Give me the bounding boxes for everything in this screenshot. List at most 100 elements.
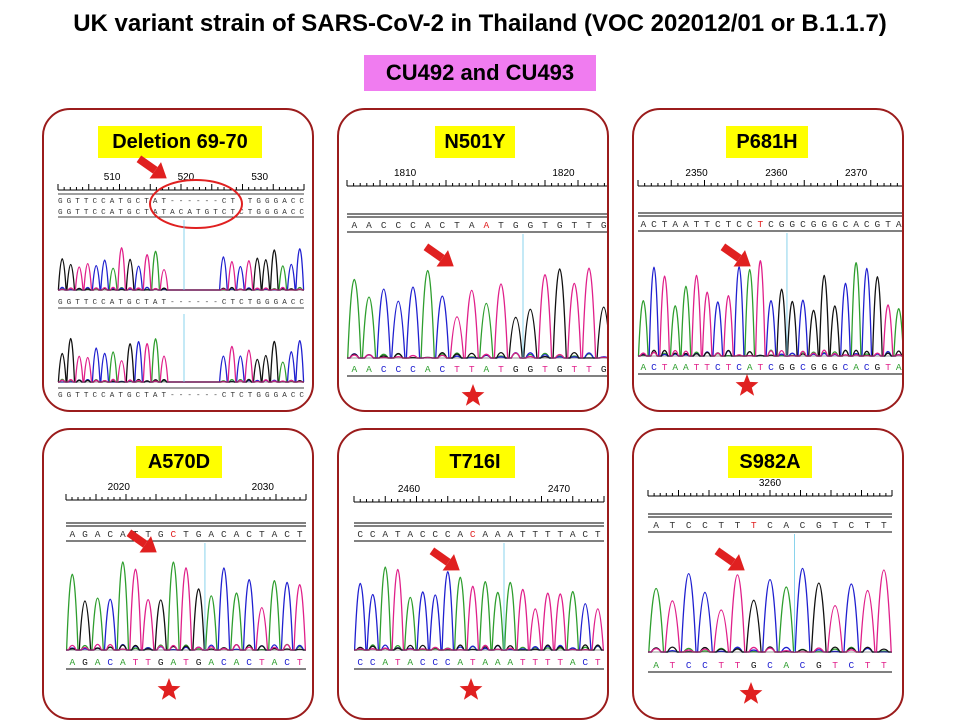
reference-seq-base: C — [221, 529, 227, 540]
reference-seq-base: A — [783, 520, 789, 531]
chromatogram-deletion-69-70: 510 520 530 GGTTCCATGCTAT------CT TGGGACC GG… — [57, 155, 305, 400]
reference-seq-base: C — [864, 219, 870, 230]
panel-label: S982A — [728, 446, 812, 478]
reference-seq-base: G — [557, 220, 563, 231]
reference-seq-base: C — [432, 529, 438, 540]
reference-seq-base: T — [595, 529, 601, 540]
read-seq-base: T — [735, 660, 741, 671]
sample-ids-badge: CU492 and CU493 — [364, 55, 596, 91]
read-seq-base: T — [865, 660, 871, 671]
read-seq-base: A — [640, 362, 646, 373]
panel-s982a: S982A 3260 A T C C T T T C A C G T C T T A T C C T T G C A C G T C T T — [632, 428, 904, 720]
reference-seq-base: C — [284, 529, 290, 540]
trace-c — [638, 266, 902, 357]
reference-seq-base: G — [527, 220, 533, 231]
read-seq-base: T — [718, 660, 724, 671]
reference-seq-base: C — [470, 529, 476, 540]
page-title: UK variant strain of SARS-CoV-2 in Thail… — [73, 10, 887, 37]
read-seq-base: G — [821, 362, 827, 373]
reference-seq-base: C — [395, 220, 401, 231]
reference-seq-base: T — [694, 219, 700, 230]
reference-seq-base: G — [821, 219, 827, 230]
reference-seq-base: G — [196, 529, 202, 540]
read-seq-base: A — [69, 657, 75, 668]
star-icon — [739, 682, 763, 704]
read-seq-base: T — [259, 657, 265, 668]
reference-seq-base: A — [482, 529, 488, 540]
read-seq-base: G — [82, 657, 88, 668]
read-seq-base: C — [702, 660, 708, 671]
arrow-icon — [126, 529, 157, 553]
reference-seq-base: C — [747, 219, 753, 230]
read-seq-base: T — [571, 364, 577, 375]
reference-seq-base: T — [145, 529, 151, 540]
reference-seq-base: T — [520, 529, 526, 540]
reference-seq-base: A — [95, 529, 101, 540]
read-seq-base: A — [495, 657, 501, 668]
panel-n501y: N501Y 1810 1820 A A C C C A C T A A T G G T G T T G A A C C C A C T… — [337, 108, 609, 412]
reference-seq-base: A — [234, 529, 240, 540]
read-seq-base: C — [284, 657, 290, 668]
trace-g — [57, 338, 304, 383]
read-seq-base: C — [246, 657, 252, 668]
star-icon — [157, 678, 181, 700]
panel-p681h: P681H 2350 2360 2370 A C T A A T T C T C C T C G G C G G G C A C… — [632, 108, 904, 412]
arrow-icon — [720, 243, 751, 267]
reference-seq-base: T — [532, 529, 538, 540]
reference-seq-base: T — [259, 529, 265, 540]
ruler-label: 3260 — [759, 478, 782, 489]
panel-label: A570D — [136, 446, 222, 478]
trace-c — [353, 571, 604, 651]
arrow-icon — [136, 155, 167, 179]
read-seq-base: G — [196, 657, 202, 668]
reference-seq-base: G — [779, 219, 785, 230]
trace-a — [354, 566, 604, 651]
reference-seq-base: T — [832, 520, 838, 531]
reference-seq-base: T — [454, 220, 460, 231]
read-seq-base: G — [779, 362, 785, 373]
read-seq-base: C — [221, 657, 227, 668]
reference-seq-base: T — [885, 219, 891, 230]
reference-seq-base: G — [789, 219, 795, 230]
reference-seq-base: C — [651, 219, 657, 230]
reference-seq-base: A — [507, 529, 513, 540]
read-seq-base: A — [425, 364, 431, 375]
reference-seq-base: C — [715, 219, 721, 230]
reference-seq-base: T — [571, 220, 577, 231]
read-seq-base: C — [357, 657, 363, 668]
ruler-label: 2030 — [252, 482, 275, 493]
ruler-label: 2020 — [108, 482, 131, 493]
reference-seq-base: T — [297, 529, 303, 540]
read-seq-base: C — [768, 362, 774, 373]
read-seq-base: G — [875, 362, 881, 373]
read-seq-base: T — [470, 657, 476, 668]
read-seq-base: T — [542, 364, 548, 375]
read-seq-base: A — [482, 657, 488, 668]
reference-seq-base: T — [545, 529, 551, 540]
trace-t — [354, 569, 605, 651]
reference-seq-base: G — [811, 219, 817, 230]
reference-seq-base: C — [171, 529, 177, 540]
reference-seq-base: A — [407, 529, 413, 540]
arrow-icon — [429, 547, 460, 571]
ruler-label: 1810 — [394, 168, 417, 179]
reference-seq-base: A — [653, 520, 659, 531]
read-seq-base: C — [107, 657, 113, 668]
read-seq-base: A — [272, 657, 278, 668]
ruler-label: 2370 — [845, 168, 868, 179]
read-seq-base: G — [832, 362, 838, 373]
panel-deletion-69-70: Deletion 69-70 510 520 530 GGTTCCATGCTAT---… — [42, 108, 314, 412]
read-seq-base: G — [513, 364, 519, 375]
reference-seq-base: T — [881, 520, 887, 531]
reference-seq-base: C — [768, 219, 774, 230]
reference-seq-base: T — [704, 219, 710, 230]
reference-seq-base: G — [601, 220, 607, 231]
reference-seq-base: G — [832, 219, 838, 230]
read-seq-base: T — [454, 364, 460, 375]
read-seq-base: T — [183, 657, 189, 668]
read-seq-base: T — [520, 657, 526, 668]
reference-seq-base: A — [896, 219, 902, 230]
read-seq-base: T — [145, 657, 151, 668]
